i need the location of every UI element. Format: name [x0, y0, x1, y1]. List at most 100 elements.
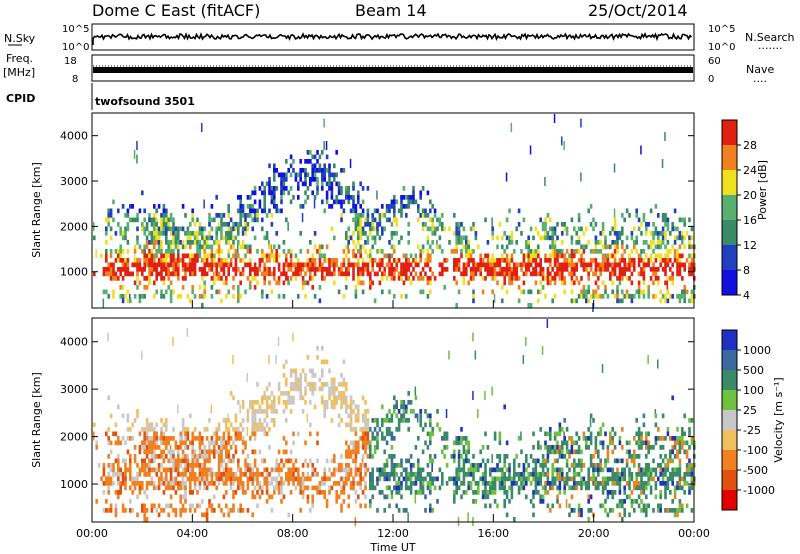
range-cell	[431, 458, 434, 464]
range-cell	[205, 458, 209, 464]
range-cell	[390, 467, 394, 473]
range-cell	[237, 458, 240, 464]
range-cell	[556, 253, 559, 259]
range-cell	[311, 262, 314, 268]
range-cell	[381, 258, 384, 263]
range-cell	[393, 467, 396, 473]
range-cell	[635, 499, 638, 504]
range-cell	[313, 382, 317, 387]
range-cell	[162, 431, 166, 437]
range-cell	[481, 289, 485, 295]
range-cell	[239, 472, 242, 477]
range-cell	[661, 213, 665, 218]
range-cell	[573, 449, 576, 455]
range-cell	[148, 258, 151, 263]
range-cell	[592, 454, 595, 459]
range-cell	[493, 271, 497, 277]
range-cell	[148, 463, 151, 468]
range-cell	[657, 359, 659, 369]
range-cell	[640, 271, 643, 277]
range-cell	[573, 280, 576, 286]
range-cell	[681, 235, 684, 241]
range-cell	[381, 418, 384, 423]
range-cell	[570, 445, 574, 450]
range-cell	[412, 190, 415, 196]
range-cell	[676, 235, 679, 241]
range-cell	[685, 472, 689, 477]
range-cell	[558, 276, 562, 281]
range-cell	[419, 422, 422, 428]
range-cell	[292, 463, 295, 468]
range-cell	[215, 485, 218, 491]
range-cell	[659, 454, 662, 459]
range-cell	[333, 386, 336, 392]
range-cell	[145, 244, 149, 250]
range-cell	[105, 267, 108, 272]
range-cell	[385, 472, 389, 477]
range-cell	[671, 271, 674, 277]
range-cell	[685, 289, 689, 295]
range-cell	[234, 427, 238, 432]
range-cell	[318, 485, 322, 491]
range-cell	[503, 271, 506, 277]
colorbar-tick-label: 25	[743, 404, 757, 417]
range-cell	[421, 485, 425, 491]
range-cell	[294, 373, 298, 378]
range-cell	[455, 226, 458, 232]
range-cell	[177, 445, 180, 450]
range-cell	[217, 289, 221, 295]
range-cell	[141, 503, 144, 509]
range-cell	[239, 244, 242, 250]
range-cell	[601, 440, 605, 446]
range-cell	[167, 467, 170, 473]
range-cell	[556, 222, 559, 227]
range-cell	[345, 481, 348, 486]
range-cell	[493, 276, 497, 281]
range-cell	[107, 454, 110, 459]
range-cell	[181, 494, 185, 500]
range-cell	[371, 222, 374, 227]
range-cell	[136, 285, 139, 290]
range-cell	[563, 289, 566, 295]
range-cell	[546, 454, 550, 459]
range-cell	[268, 271, 271, 277]
range-cell	[342, 271, 346, 277]
range-cell	[551, 298, 554, 304]
range-cell	[467, 449, 470, 455]
range-cell	[153, 481, 156, 486]
range-cell	[155, 226, 158, 232]
range-cell	[225, 422, 228, 428]
range-cell	[119, 440, 122, 446]
freq-tick-top: 18	[64, 56, 77, 67]
range-cell	[599, 503, 602, 509]
range-cell	[649, 244, 653, 250]
range-cell	[455, 303, 458, 308]
range-cell	[460, 436, 463, 441]
range-cell	[153, 436, 156, 441]
range-cell	[469, 481, 473, 486]
range-cell	[189, 222, 192, 227]
range-cell	[155, 262, 158, 268]
range-cell	[234, 413, 238, 419]
range-cell	[237, 463, 240, 468]
range-cell	[277, 262, 281, 268]
range-cell	[573, 267, 576, 272]
range-cell	[337, 395, 341, 401]
range-cell	[345, 267, 348, 272]
range-cell	[570, 476, 574, 482]
range-cell	[621, 271, 624, 277]
range-cell	[513, 271, 516, 277]
range-cell	[635, 240, 638, 245]
range-cell	[364, 222, 367, 227]
range-cell	[249, 404, 252, 410]
range-cell	[402, 262, 406, 268]
range-cell	[400, 267, 403, 272]
range-cell	[654, 436, 658, 441]
range-cell	[198, 454, 202, 459]
range-cell	[541, 472, 545, 477]
range-cell	[157, 467, 161, 473]
range-cell	[198, 440, 202, 446]
range-cell	[484, 485, 487, 491]
range-cell	[359, 467, 362, 473]
